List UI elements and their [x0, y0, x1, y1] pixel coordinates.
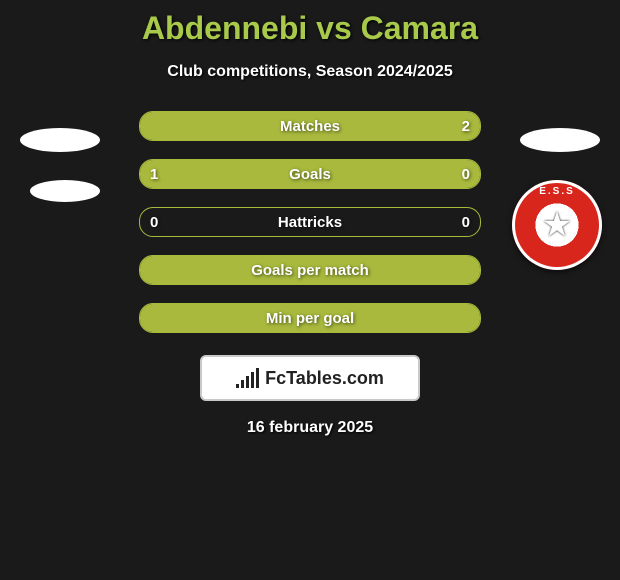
star-icon: ★ [542, 208, 572, 242]
bar-icon-segment [251, 372, 254, 388]
stat-label: Min per goal [266, 310, 354, 327]
club-logo-right-initials: E.S.S [539, 186, 575, 197]
player-photo-left-placeholder [20, 128, 100, 152]
stat-value-left: 0 [150, 214, 158, 231]
bars-icon [236, 368, 259, 388]
stat-value-left: 1 [150, 166, 158, 183]
bar-icon-segment [246, 376, 249, 388]
stat-row: Matches 2 [139, 111, 481, 141]
stat-fill-left [140, 160, 402, 188]
stat-row: Min per goal [139, 303, 481, 333]
stat-label: Goals per match [251, 262, 369, 279]
stat-value-right: 0 [462, 214, 470, 231]
fctables-text: FcTables.com [265, 368, 384, 389]
stat-value-right: 2 [462, 118, 470, 135]
club-logo-left-placeholder [30, 180, 100, 202]
stat-label: Hattricks [278, 214, 342, 231]
stat-value-right: 0 [462, 166, 470, 183]
bar-icon-segment [236, 384, 239, 388]
page-subtitle: Club competitions, Season 2024/2025 [0, 63, 620, 81]
fctables-badge: FcTables.com [200, 355, 420, 401]
bar-icon-segment [256, 368, 259, 388]
club-logo-right: E.S.S ★ [512, 180, 602, 270]
page-title: Abdennebi vs Camara [0, 0, 620, 47]
stat-row: 1 Goals 0 [139, 159, 481, 189]
stat-label: Goals [289, 166, 331, 183]
player-photo-right-placeholder [520, 128, 600, 152]
stat-row: 0 Hattricks 0 [139, 207, 481, 237]
snapshot-date: 16 february 2025 [0, 419, 620, 437]
stat-row: Goals per match [139, 255, 481, 285]
comparison-card: Abdennebi vs Camara Club competitions, S… [0, 0, 620, 580]
stat-label: Matches [280, 118, 340, 135]
bar-icon-segment [241, 380, 244, 388]
